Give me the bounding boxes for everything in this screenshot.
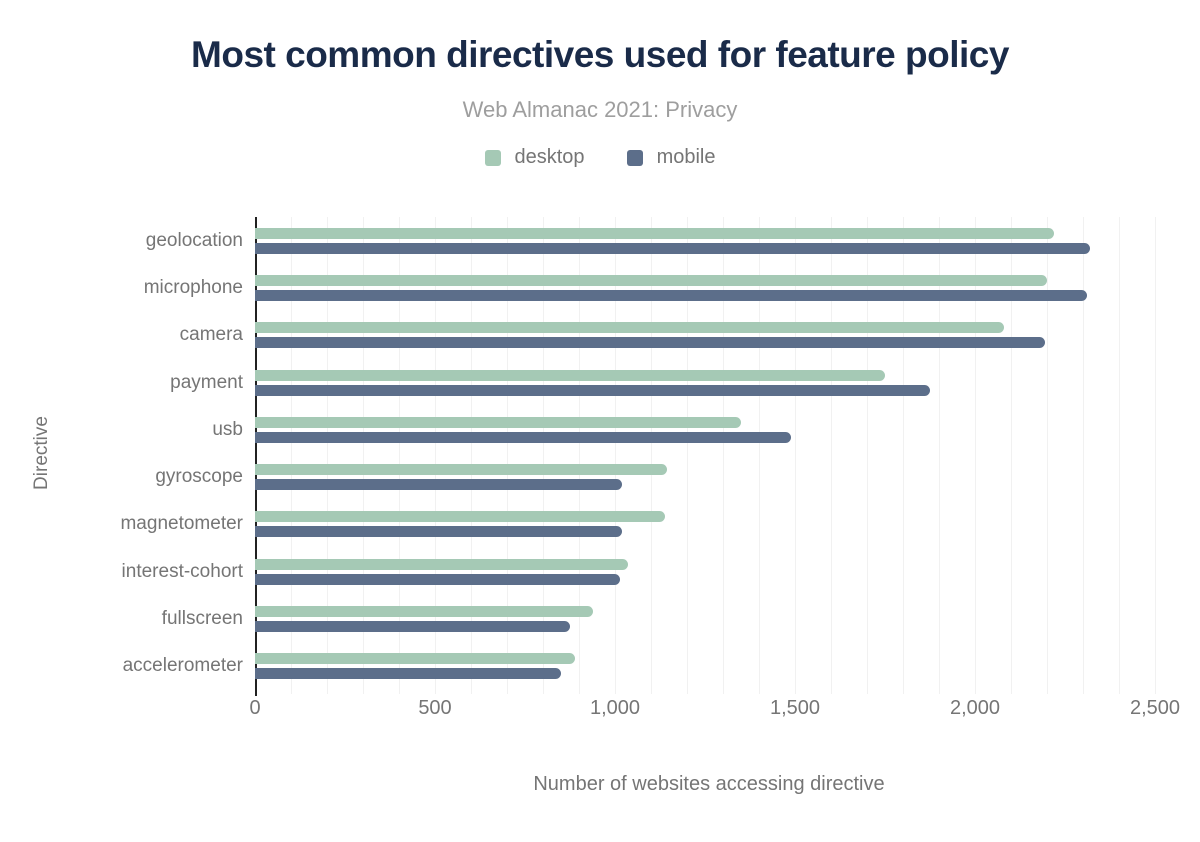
bar-desktop-payment[interactable] xyxy=(255,369,885,381)
bar-mobile-camera[interactable] xyxy=(255,337,1046,349)
bar-row-usb xyxy=(255,406,1163,453)
gridline xyxy=(615,217,616,694)
bar-rows xyxy=(255,217,1163,690)
bar-mobile-interest-cohort[interactable] xyxy=(255,573,621,585)
x-tick-label-2000: 2,000 xyxy=(949,697,1001,719)
bar-row-fullscreen xyxy=(255,595,1163,642)
gridline xyxy=(759,217,760,694)
bar-mobile-gyroscope[interactable] xyxy=(255,479,623,491)
gridline xyxy=(723,217,724,694)
bar-mobile-fullscreen[interactable] xyxy=(255,621,570,633)
y-label-accelerometer: accelerometer xyxy=(122,655,243,677)
gridline xyxy=(687,217,688,694)
bar-mobile-usb[interactable] xyxy=(255,431,792,443)
y-label-gyroscope: gyroscope xyxy=(155,466,243,488)
gridline xyxy=(903,217,904,694)
gridline xyxy=(831,217,832,694)
y-axis-labels: geolocation microphone camera payment usb gyr… xyxy=(0,217,243,690)
bar-desktop-gyroscope[interactable] xyxy=(255,464,668,476)
y-axis-line xyxy=(255,217,257,696)
legend-label-mobile: mobile xyxy=(656,146,716,168)
bar-row-accelerometer xyxy=(255,643,1163,690)
bar-desktop-usb[interactable] xyxy=(255,416,741,428)
x-tick-label-2500: 2,500 xyxy=(1129,697,1181,719)
y-label-fullscreen: fullscreen xyxy=(161,608,243,630)
x-tick-label-1500: 1,500 xyxy=(769,697,821,719)
y-label-usb: usb xyxy=(212,418,243,440)
bar-row-geolocation xyxy=(255,217,1163,264)
gridline xyxy=(399,217,400,694)
gridline xyxy=(795,217,796,694)
bar-desktop-accelerometer[interactable] xyxy=(255,653,576,665)
x-tick-label-500: 500 xyxy=(418,697,452,719)
legend-item-desktop: desktop xyxy=(484,146,585,169)
gridline xyxy=(1011,217,1012,694)
gridline xyxy=(579,217,580,694)
legend-label-desktop: desktop xyxy=(514,146,585,168)
legend-swatch-mobile-icon xyxy=(626,149,643,166)
y-label-interest-cohort: interest-cohort xyxy=(121,560,243,582)
bar-mobile-geolocation[interactable] xyxy=(255,242,1091,254)
gridline xyxy=(507,217,508,694)
bar-mobile-payment[interactable] xyxy=(255,384,930,396)
legend-swatch-desktop-icon xyxy=(484,149,501,166)
gridline xyxy=(327,217,328,694)
gridline xyxy=(651,217,652,694)
bar-row-magnetometer xyxy=(255,501,1163,548)
bar-row-camera xyxy=(255,312,1163,359)
x-tick-label-0: 0 xyxy=(249,697,261,719)
bar-mobile-accelerometer[interactable] xyxy=(255,668,561,680)
x-axis-tick-labels: 0 500 1,000 1,500 2,000 2,500 xyxy=(0,697,1200,721)
gridline xyxy=(1047,217,1048,694)
bar-desktop-interest-cohort[interactable] xyxy=(255,558,628,570)
legend: desktop mobile xyxy=(0,146,1200,169)
gridline xyxy=(471,217,472,694)
bar-mobile-magnetometer[interactable] xyxy=(255,526,623,538)
y-label-camera: camera xyxy=(179,324,243,346)
gridline xyxy=(939,217,940,694)
y-label-geolocation: geolocation xyxy=(145,229,243,251)
bar-desktop-microphone[interactable] xyxy=(255,274,1047,286)
y-label-payment: payment xyxy=(170,371,243,393)
bar-desktop-geolocation[interactable] xyxy=(255,227,1055,239)
gridline xyxy=(435,217,436,694)
x-tick-label-1000: 1,000 xyxy=(589,697,641,719)
plot-area xyxy=(255,217,1163,696)
bar-row-interest-cohort xyxy=(255,548,1163,595)
gridline xyxy=(975,217,976,694)
gridline xyxy=(1119,217,1120,694)
bar-mobile-microphone[interactable] xyxy=(255,289,1087,301)
bar-desktop-fullscreen[interactable] xyxy=(255,606,594,618)
y-label-microphone: microphone xyxy=(143,276,243,298)
page-title: Most common directives used for feature … xyxy=(191,34,1009,75)
legend-item-mobile: mobile xyxy=(626,146,716,169)
page-subtitle: Web Almanac 2021: Privacy xyxy=(462,97,738,122)
gridline xyxy=(867,217,868,694)
x-axis-title: Number of websites accessing directive xyxy=(533,773,885,795)
gridline xyxy=(1155,217,1156,694)
bar-desktop-magnetometer[interactable] xyxy=(255,511,666,523)
gridline xyxy=(363,217,364,694)
gridline xyxy=(1083,217,1084,694)
bar-desktop-camera[interactable] xyxy=(255,322,1004,334)
gridline xyxy=(291,217,292,694)
gridline xyxy=(543,217,544,694)
y-label-magnetometer: magnetometer xyxy=(120,513,243,535)
bar-row-payment xyxy=(255,359,1163,406)
bar-row-microphone xyxy=(255,264,1163,311)
bar-row-gyroscope xyxy=(255,453,1163,500)
